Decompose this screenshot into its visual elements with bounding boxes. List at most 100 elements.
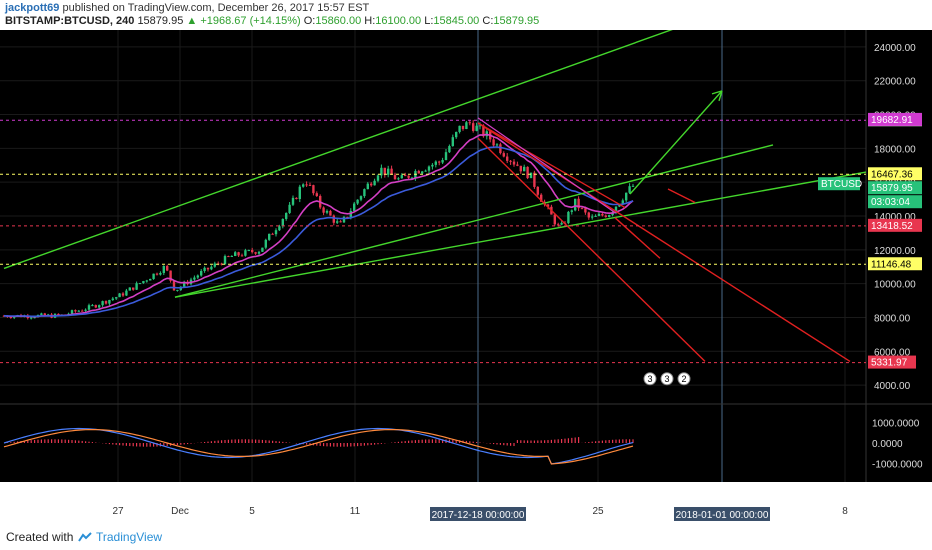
candle-body [234,252,237,256]
price-tick-label: 4000.00 [874,381,911,392]
candle-body [526,166,529,179]
trend-drawings [3,30,867,363]
tradingview-logo[interactable]: TradingView [78,530,162,544]
candle-body [546,204,550,207]
highlighted-time-label: 2017-12-18 00:00:00 [432,510,525,521]
candle-body [584,208,587,213]
candle-body [465,122,468,130]
highlighted-time-bg [674,507,770,521]
candle-body [353,203,356,212]
candle-body [376,175,380,181]
candle-body [125,290,128,296]
time-tick-label: 11 [350,506,361,517]
candle-body [166,265,169,271]
candle-body [213,263,216,267]
chart-header: jackpott69 published on TradingView.com,… [0,0,932,30]
candle-body [410,177,414,179]
candle-body [155,273,159,275]
candle-body [468,122,471,124]
candle-body [81,310,84,312]
price-tick-label: 18000.00 [874,144,916,155]
macd-pane: 1000.0000 0.0000 -1000.0000 [3,418,923,471]
red-downtrend-line [477,122,626,209]
candle-body [142,281,145,284]
high-label: H: [364,15,376,27]
candle-body [625,192,628,201]
event-marker-label: 3 [647,374,652,384]
candle-body [196,275,199,278]
candle-body [380,167,383,176]
candle-body [193,277,196,280]
highlighted-time-bg [430,507,526,521]
candle-body [570,210,573,212]
candle-body [339,221,342,223]
candle-body [400,175,403,179]
published-text: published on TradingView.com, December 2… [62,2,370,14]
candle-body [608,215,611,217]
time-tick-label: 8 [842,506,848,517]
last-price: 15879.95 [137,15,184,27]
candle-body [101,301,104,306]
candle-body [115,297,118,299]
candle-body [91,305,94,307]
candle-body [176,289,179,291]
candle-body [557,224,560,226]
candle-body [9,316,12,318]
candle-body [509,160,512,162]
candle-body [281,218,284,227]
candle-body [210,266,213,270]
moving-averages [3,133,634,318]
low-value: 15845.00 [433,15,480,27]
candle-body [57,313,60,316]
candle-body [162,265,165,273]
candle-body [261,247,264,252]
candle-body [305,184,308,186]
candle-body [237,252,240,256]
price-axis: 24000.0022000.0020000.0018000.0016000.00… [818,43,922,392]
candle-body [461,125,465,130]
candle-body [417,171,420,174]
candle-body [172,280,176,291]
candle-body [67,313,70,315]
candle-body [475,125,478,131]
author-link[interactable]: jackpott69 [5,2,60,14]
candle-body [329,210,332,216]
candle-body [230,255,233,257]
candle-body [94,305,97,308]
magenta-trendline [477,117,616,214]
candle-body [257,251,261,254]
candle-body [387,168,390,175]
candle-body [74,310,77,312]
candle-body [298,186,301,200]
candle-body [516,164,519,166]
candle-body [169,270,172,281]
candle-body [295,197,298,200]
candle-body [502,153,505,157]
candle-body [159,272,162,275]
candle-body [128,287,131,291]
candle-body [251,250,254,253]
candle-body [152,273,155,279]
horizontal-levels [0,119,866,364]
candle-body [108,299,111,304]
candle-body [278,226,281,231]
open-value: 15860.00 [315,15,362,27]
candle-body [312,185,315,194]
price-tag-label: 19682.91 [871,115,913,126]
signal-line [3,429,634,465]
candle-body [444,152,448,161]
macd-tick-label: -1000.0000 [872,460,923,471]
price-tick-label: 10000.00 [874,280,916,291]
candle-body [274,230,278,235]
candle-body [536,186,539,195]
candle-body [359,196,363,200]
ema-fast-line [3,133,634,318]
candle-body [421,171,424,174]
price-tag-label: 15879.95 [871,183,913,194]
candle-body [451,137,454,147]
candle-body [540,194,543,202]
candle-body [291,197,295,205]
candle-body [149,278,152,281]
candle-body [244,250,247,256]
